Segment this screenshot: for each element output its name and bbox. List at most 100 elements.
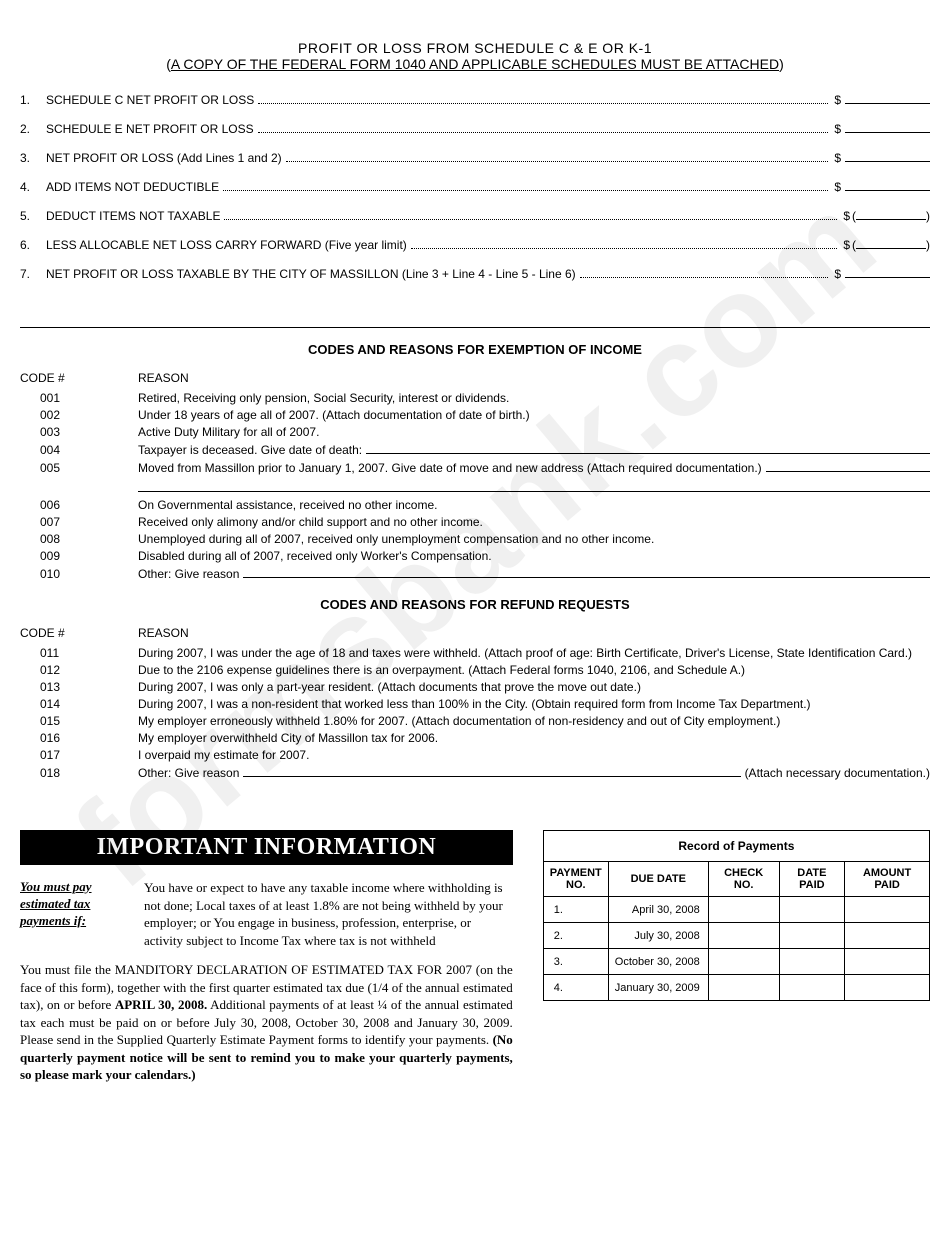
check-no-cell[interactable] [708, 949, 779, 975]
code-reason: On Governmental assistance, received no … [138, 498, 930, 512]
code-number: 015 [20, 714, 138, 728]
info-paragraph: You must file the MANDITORY DECLARATION … [20, 961, 513, 1084]
profit-loss-lines: 1.SCHEDULE C NET PROFIT OR LOSS$2.SCHEDU… [20, 90, 930, 281]
reason-text: My employer erroneously withheld 1.80% f… [138, 714, 780, 728]
info-text: You have or expect to have any taxable i… [144, 879, 513, 949]
code-number: 002 [20, 408, 138, 422]
check-no-cell[interactable] [708, 923, 779, 949]
reason-fill-line[interactable] [138, 478, 930, 492]
date-paid-cell[interactable] [779, 897, 845, 923]
code-row: 001Retired, Receiving only pension, Soci… [20, 391, 930, 405]
code-row: 006On Governmental assistance, received … [20, 498, 930, 512]
reason-text: Active Duty Military for all of 2007. [138, 425, 319, 439]
col-due-date: DUE DATE [608, 862, 708, 897]
amount-paid-cell[interactable] [845, 949, 930, 975]
code-row: 002Under 18 years of age all of 2007. (A… [20, 408, 930, 422]
line-label: NET PROFIT OR LOSS TAXABLE BY THE CITY O… [46, 267, 576, 281]
reason-fill-line[interactable] [366, 442, 930, 454]
check-no-cell[interactable] [708, 897, 779, 923]
profit-loss-row: 6.LESS ALLOCABLE NET LOSS CARRY FORWARD … [20, 235, 930, 252]
amount-field[interactable] [845, 90, 930, 104]
date-paid-cell[interactable] [779, 949, 845, 975]
reason-text: Taxpayer is deceased. Give date of death… [138, 443, 362, 457]
header-title: PROFIT OR LOSS FROM SCHEDULE C & E OR K-… [20, 40, 930, 56]
due-date: July 30, 2008 [608, 923, 708, 949]
code-reason: Unemployed during all of 2007, received … [138, 532, 930, 546]
code-row: 018Other: Give reason(Attach necessary d… [20, 765, 930, 780]
lead3: payments if: [20, 913, 86, 929]
para-b: APRIL 30, 2008. [115, 997, 207, 1012]
code-number: 001 [20, 391, 138, 405]
code-row: 015My employer erroneously withheld 1.80… [20, 714, 930, 728]
payment-row: 1.April 30, 2008 [543, 897, 929, 923]
amount-field[interactable] [845, 148, 930, 162]
lead1: You must pay [20, 879, 92, 895]
reason-text: Under 18 years of age all of 2007. (Atta… [138, 408, 530, 422]
info-lead: You must pay estimated tax payments if: [20, 879, 130, 949]
leader-dots [224, 210, 837, 220]
code-header: CODE # [20, 371, 138, 385]
line-label: LESS ALLOCABLE NET LOSS CARRY FORWARD (F… [46, 238, 407, 252]
amount-field[interactable] [845, 177, 930, 191]
payment-number: 1. [543, 897, 608, 923]
code-reason: Retired, Receiving only pension, Social … [138, 391, 930, 405]
amount-field[interactable] [845, 264, 930, 278]
leader-dots [258, 94, 828, 104]
amount-field[interactable] [856, 235, 926, 249]
due-date: October 30, 2008 [608, 949, 708, 975]
line-label: NET PROFIT OR LOSS (Add Lines 1 and 2) [46, 151, 282, 165]
reason-text: I overpaid my estimate for 2007. [138, 748, 309, 762]
amount-field[interactable] [856, 206, 926, 220]
code-number: 005 [20, 461, 138, 475]
record-of-payments: Record of Payments PAYMENT NO. DUE DATE … [543, 830, 930, 1001]
date-paid-cell[interactable] [779, 923, 845, 949]
code-row: 011During 2007, I was under the age of 1… [20, 646, 930, 660]
code-reason: Other: Give reason(Attach necessary docu… [138, 765, 930, 780]
due-date: January 30, 2009 [608, 975, 708, 1001]
profit-loss-row: 5.DEDUCT ITEMS NOT TAXABLE$() [20, 206, 930, 223]
payments-table: Record of Payments PAYMENT NO. DUE DATE … [543, 830, 930, 1001]
reason-fill-line[interactable] [243, 566, 930, 578]
col-date-paid: DATE PAID [779, 862, 845, 897]
reason-text: Moved from Massillon prior to January 1,… [138, 461, 762, 475]
code-row: 005Moved from Massillon prior to January… [20, 460, 930, 475]
code-row: 014During 2007, I was a non-resident tha… [20, 697, 930, 711]
code-number: 018 [20, 766, 138, 780]
code-header: CODE # [20, 626, 138, 640]
code-row: 007Received only alimony and/or child su… [20, 515, 930, 529]
amount-paid-cell[interactable] [845, 975, 930, 1001]
code-reason: Other: Give reason [138, 566, 930, 581]
info-lead-row: You must pay estimated tax payments if: … [20, 879, 513, 949]
reason-fill-line[interactable] [766, 460, 930, 472]
header: PROFIT OR LOSS FROM SCHEDULE C & E OR K-… [20, 40, 930, 72]
page: formsbank.com PROFIT OR LOSS FROM SCHEDU… [0, 0, 950, 1124]
code-row: 013During 2007, I was only a part-year r… [20, 680, 930, 694]
code-number: 017 [20, 748, 138, 762]
amount-paid-cell[interactable] [845, 897, 930, 923]
col-amount-paid: AMOUNT PAID [845, 862, 930, 897]
date-paid-cell[interactable] [779, 975, 845, 1001]
code-reason: Taxpayer is deceased. Give date of death… [138, 442, 930, 457]
close-paren: ) [926, 209, 930, 223]
currency-symbol: $ [841, 238, 852, 252]
code-number: 004 [20, 443, 138, 457]
code-row: 004Taxpayer is deceased. Give date of de… [20, 442, 930, 457]
line-number: 1. [20, 93, 46, 107]
code-reason: Received only alimony and/or child suppo… [138, 515, 930, 529]
section-divider [20, 327, 930, 328]
check-no-cell[interactable] [708, 975, 779, 1001]
currency-symbol: $ [841, 209, 852, 223]
leader-dots [223, 181, 828, 191]
profit-loss-row: 2.SCHEDULE E NET PROFIT OR LOSS$ [20, 119, 930, 136]
reason-text: Received only alimony and/or child suppo… [138, 515, 483, 529]
amount-paid-cell[interactable] [845, 923, 930, 949]
profit-loss-row: 7.NET PROFIT OR LOSS TAXABLE BY THE CITY… [20, 264, 930, 281]
payments-title: Record of Payments [543, 831, 929, 862]
reason-text: Disabled during all of 2007, received on… [138, 549, 492, 563]
reason-text: During 2007, I was under the age of 18 a… [138, 646, 912, 660]
reason-fill-line[interactable] [243, 765, 740, 777]
leader-dots [286, 152, 829, 162]
code-number: 016 [20, 731, 138, 745]
profit-loss-row: 3.NET PROFIT OR LOSS (Add Lines 1 and 2)… [20, 148, 930, 165]
amount-field[interactable] [845, 119, 930, 133]
